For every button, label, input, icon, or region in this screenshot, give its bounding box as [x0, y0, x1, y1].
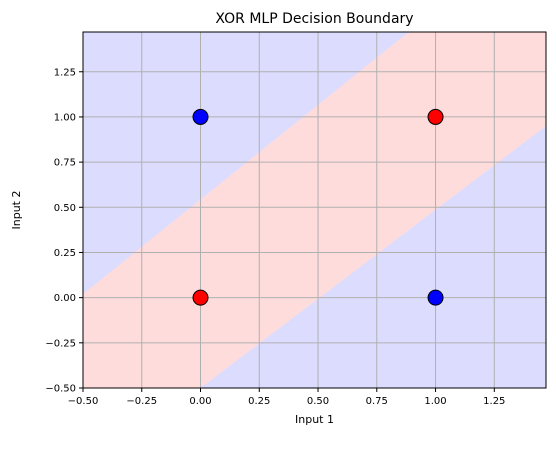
decision-regions [83, 32, 546, 388]
y-tick-label: −0.25 [45, 338, 76, 349]
data-point-class-0 [427, 289, 444, 306]
data-point-class-1 [192, 289, 209, 306]
x-tick-label: 1.00 [424, 396, 446, 407]
y-tick-label: 0.75 [54, 158, 76, 169]
y-tick-label: 0.25 [54, 248, 76, 259]
x-tick-label: 0.00 [189, 396, 211, 407]
x-axis-ticks: −0.50 −0.25 0.00 0.25 0.50 0.75 1.00 1.25 [68, 388, 505, 407]
y-tick-label: 1.25 [54, 67, 76, 78]
x-tick-label: 0.25 [248, 396, 270, 407]
data-point-class-1 [427, 108, 444, 125]
x-tick-label: −0.50 [68, 396, 99, 407]
x-axis-label: Input 1 [295, 413, 334, 426]
y-tick-label: 0.00 [54, 293, 76, 304]
x-tick-label: 1.25 [483, 396, 505, 407]
y-tick-label: 1.00 [54, 112, 76, 123]
y-tick-label: 0.50 [54, 203, 76, 214]
x-tick-label: 0.75 [366, 396, 388, 407]
y-axis-ticks: −0.50 −0.25 0.00 0.25 0.50 0.75 1.00 1.25 [45, 67, 83, 395]
data-point-class-0 [192, 108, 209, 125]
plot-frame [82, 31, 547, 389]
y-axis-label: Input 2 [10, 191, 23, 230]
chart-title: XOR MLP Decision Boundary [215, 11, 413, 27]
y-tick-label: −0.50 [45, 384, 76, 395]
x-tick-label: −0.25 [126, 396, 157, 407]
x-tick-label: 0.50 [307, 396, 329, 407]
data-points [192, 108, 444, 306]
